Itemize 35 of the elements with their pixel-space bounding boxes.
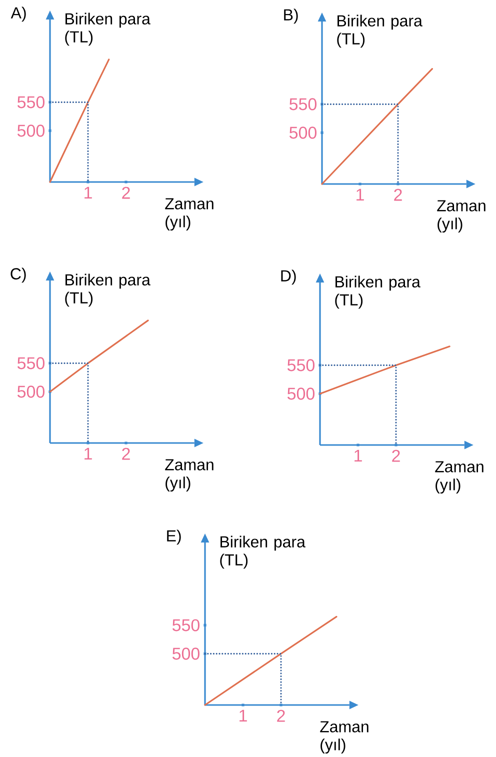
x-axis-title: Zaman (yıl) [437,200,486,233]
y-tick-label: 550 [289,98,317,110]
y-tick-label: 550 [17,357,45,370]
x-axis-title: Zaman (yıl) [165,198,214,231]
x-tick-label: 2 [392,450,400,462]
y-tick-label: 550 [287,359,315,372]
x-tick-label: 1 [84,448,92,460]
y-tick-label: 500 [17,124,45,137]
y-tick-label: 500 [289,126,317,139]
y-axis-title: Biriken para (TL) [220,536,306,569]
chart-title: A) [10,6,26,22]
chart-title: E) [167,530,181,545]
x-tick-label: 1 [84,186,92,199]
chart-title: D) [281,270,296,285]
x-tick-label: 1 [356,188,364,201]
y-tick-label: 500 [287,388,315,400]
y-tick-label: 500 [17,386,45,398]
y-axis-title: Biriken para (TL) [65,12,150,46]
y-axis-title: Biriken para (TL) [337,14,422,48]
x-tick-label: 2 [122,448,130,460]
x-tick-label: 1 [354,450,362,462]
x-tick-label: 2 [277,710,285,722]
x-tick-label: 2 [394,188,402,201]
y-axis-title: Biriken para (TL) [65,274,150,307]
x-tick-label: 1 [240,710,247,722]
chart-title: B) [284,8,298,24]
y-tick-label: 550 [172,619,200,632]
x-tick-label: 2 [122,186,130,199]
y-tick-label: 550 [17,96,45,108]
x-axis-title: Zaman (yıl) [165,459,214,492]
x-axis-title: Zaman (yıl) [320,721,368,754]
y-axis-title: Biriken para (TL) [335,276,420,309]
chart-title: C) [10,268,26,283]
x-axis-title: Zaman (yıl) [435,461,484,494]
y-tick-label: 500 [172,648,200,660]
